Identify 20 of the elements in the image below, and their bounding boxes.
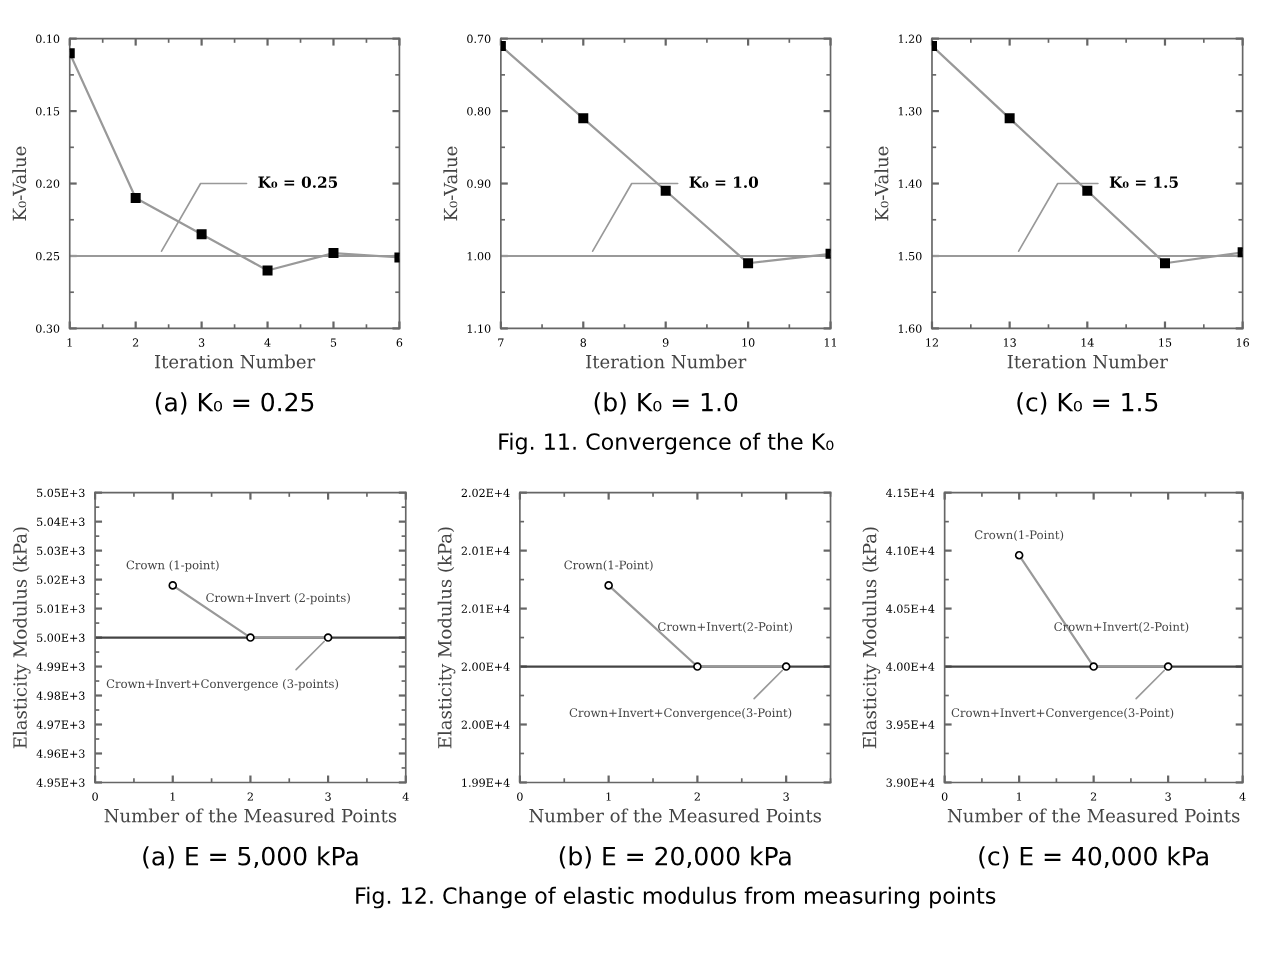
text: (a) K₀ = 0.25: [155, 392, 314, 415]
x-axis-title: Number of the Measured Points: [104, 808, 397, 823]
text: (c) K₀ = 1.5: [1017, 392, 1158, 415]
text: (c) E = 40,000 kPa: [979, 846, 1208, 869]
y-axis-title: Elasticity Modulus (kPa): [12, 527, 31, 749]
text: (b) E = 20,000 kPa: [559, 846, 791, 869]
y-axis-title: Elasticity Modulus (kPa): [437, 527, 456, 749]
y-axis-title: Elasticity Modulus (kPa): [862, 527, 881, 749]
y-axis-title: K₀-Value: [443, 146, 458, 221]
caption: Fig. 11. Convergence of the K₀: [499, 432, 834, 455]
text: (a) E = 5,000 kPa: [143, 846, 358, 869]
caption: Fig. 12. Change of elastic modulus from measuring points: [356, 886, 996, 909]
x-axis-title: Number of the Measured Points: [947, 808, 1240, 823]
x-axis-title: Iteration Number: [1007, 354, 1168, 369]
y-axis-title: K₀-Value: [12, 146, 27, 221]
y-axis-title: K₀-Value: [874, 146, 889, 221]
x-axis-title: Number of the Measured Points: [529, 808, 821, 823]
x-axis-title: Iteration Number: [586, 354, 747, 369]
x-axis-title: Iteration Number: [154, 354, 316, 369]
text: (b) K₀ = 1.0: [594, 392, 738, 415]
